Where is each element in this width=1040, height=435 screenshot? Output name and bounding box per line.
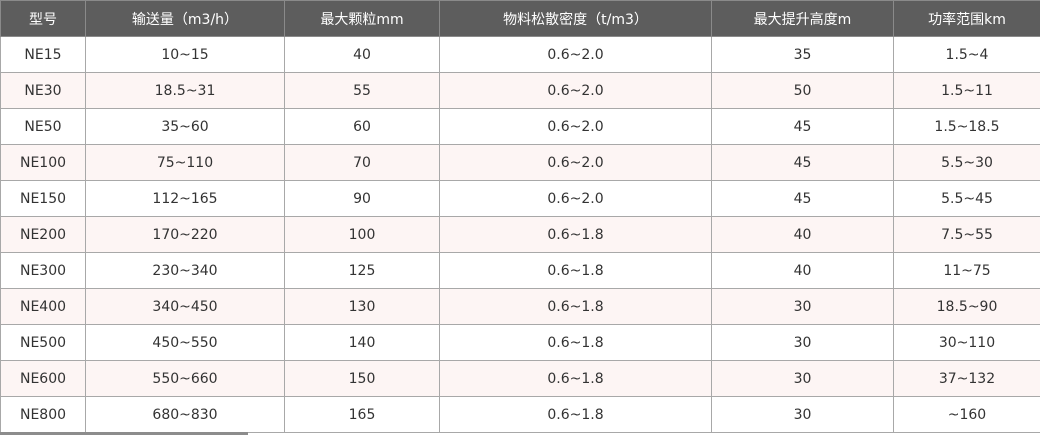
- table-cell: 30: [711, 288, 894, 325]
- table-cell: 45: [711, 144, 894, 181]
- table-cell: 11~75: [893, 252, 1040, 289]
- table-cell: 0.6~1.8: [439, 360, 712, 397]
- table-cell: 35~60: [85, 108, 285, 145]
- horizontal-scrollbar[interactable]: [0, 432, 248, 435]
- table-row: NE800 680~830 165 0.6~1.8 30 ~160: [0, 396, 1040, 433]
- table-cell: 140: [284, 324, 440, 361]
- table-row: NE150 112~165 90 0.6~2.0 45 5.5~45: [0, 180, 1040, 217]
- table-cell: 0.6~1.8: [439, 396, 712, 433]
- table-cell: 40: [711, 252, 894, 289]
- table-cell: NE150: [0, 180, 86, 217]
- table-cell: NE200: [0, 216, 86, 253]
- table-row: NE300 230~340 125 0.6~1.8 40 11~75: [0, 252, 1040, 289]
- table-cell: NE300: [0, 252, 86, 289]
- table-cell: 130: [284, 288, 440, 325]
- column-header: 功率范围km: [893, 0, 1040, 37]
- table-cell: 680~830: [85, 396, 285, 433]
- table-cell: 30: [711, 324, 894, 361]
- table-row: NE100 75~110 70 0.6~2.0 45 5.5~30: [0, 144, 1040, 181]
- table-row: NE500 450~550 140 0.6~1.8 30 30~110: [0, 324, 1040, 361]
- table-cell: 30~110: [893, 324, 1040, 361]
- table-cell: 0.6~2.0: [439, 144, 712, 181]
- table-cell: 165: [284, 396, 440, 433]
- table-row: NE600 550~660 150 0.6~1.8 30 37~132: [0, 360, 1040, 397]
- table-cell: NE400: [0, 288, 86, 325]
- column-header: 输送量（m3/h）: [85, 0, 285, 37]
- table-cell: 340~450: [85, 288, 285, 325]
- table-row: NE30 18.5~31 55 0.6~2.0 50 1.5~11: [0, 72, 1040, 109]
- column-header: 型号: [0, 0, 86, 37]
- table-cell: 0.6~2.0: [439, 72, 712, 109]
- table-cell: 18.5~31: [85, 72, 285, 109]
- table-cell: 45: [711, 180, 894, 217]
- table-cell: 30: [711, 360, 894, 397]
- table-cell: 40: [284, 36, 440, 73]
- table-row: NE400 340~450 130 0.6~1.8 30 18.5~90: [0, 288, 1040, 325]
- table-cell: 18.5~90: [893, 288, 1040, 325]
- table-cell: 1.5~18.5: [893, 108, 1040, 145]
- table-cell: 5.5~30: [893, 144, 1040, 181]
- table-cell: 45: [711, 108, 894, 145]
- table-cell: 0.6~1.8: [439, 252, 712, 289]
- table-cell: 112~165: [85, 180, 285, 217]
- table-cell: 0.6~1.8: [439, 324, 712, 361]
- table-cell: 90: [284, 180, 440, 217]
- table-row: NE15 10~15 40 0.6~2.0 35 1.5~4: [0, 36, 1040, 73]
- table-cell: 1.5~4: [893, 36, 1040, 73]
- table-cell: 50: [711, 72, 894, 109]
- table-cell: 35: [711, 36, 894, 73]
- table-cell: NE30: [0, 72, 86, 109]
- table-cell: 10~15: [85, 36, 285, 73]
- table-cell: NE800: [0, 396, 86, 433]
- table-cell: 0.6~2.0: [439, 36, 712, 73]
- table-cell: 37~132: [893, 360, 1040, 397]
- table-cell: 0.6~1.8: [439, 288, 712, 325]
- table-cell: 60: [284, 108, 440, 145]
- table-cell: 100: [284, 216, 440, 253]
- table-cell: NE15: [0, 36, 86, 73]
- table-cell: 75~110: [85, 144, 285, 181]
- table-cell: 5.5~45: [893, 180, 1040, 217]
- table-row: NE50 35~60 60 0.6~2.0 45 1.5~18.5: [0, 108, 1040, 145]
- table-cell: 0.6~2.0: [439, 180, 712, 217]
- table-row: NE200 170~220 100 0.6~1.8 40 7.5~55: [0, 216, 1040, 253]
- table-cell: 40: [711, 216, 894, 253]
- table-header-row: 型号 输送量（m3/h） 最大颗粒mm 物料松散密度（t/m3） 最大提升高度m 功率范围…: [0, 0, 1040, 37]
- table-cell: 55: [284, 72, 440, 109]
- table-cell: ~160: [893, 396, 1040, 433]
- table-cell: 1.5~11: [893, 72, 1040, 109]
- table-cell: 125: [284, 252, 440, 289]
- table-cell: 150: [284, 360, 440, 397]
- table-cell: 7.5~55: [893, 216, 1040, 253]
- column-header: 最大提升高度m: [711, 0, 894, 37]
- table-cell: NE50: [0, 108, 86, 145]
- table-cell: 550~660: [85, 360, 285, 397]
- table-cell: NE600: [0, 360, 86, 397]
- table-cell: 170~220: [85, 216, 285, 253]
- table-cell: 0.6~2.0: [439, 108, 712, 145]
- table-cell: NE100: [0, 144, 86, 181]
- table-cell: 0.6~1.8: [439, 216, 712, 253]
- table-cell: 230~340: [85, 252, 285, 289]
- column-header: 最大颗粒mm: [284, 0, 440, 37]
- column-header: 物料松散密度（t/m3）: [439, 0, 712, 37]
- table-cell: NE500: [0, 324, 86, 361]
- table-cell: 450~550: [85, 324, 285, 361]
- table-cell: 70: [284, 144, 440, 181]
- table-cell: 30: [711, 396, 894, 433]
